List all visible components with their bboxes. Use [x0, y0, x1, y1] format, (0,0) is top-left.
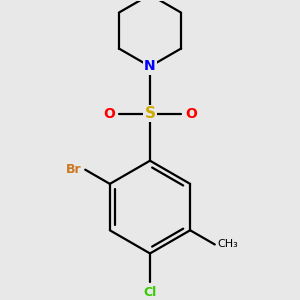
Text: S: S [145, 106, 155, 121]
Text: N: N [144, 59, 156, 74]
Text: Cl: Cl [143, 286, 157, 298]
Text: CH₃: CH₃ [218, 239, 238, 250]
Text: Br: Br [66, 163, 82, 176]
Text: O: O [185, 106, 197, 121]
Text: O: O [103, 106, 115, 121]
